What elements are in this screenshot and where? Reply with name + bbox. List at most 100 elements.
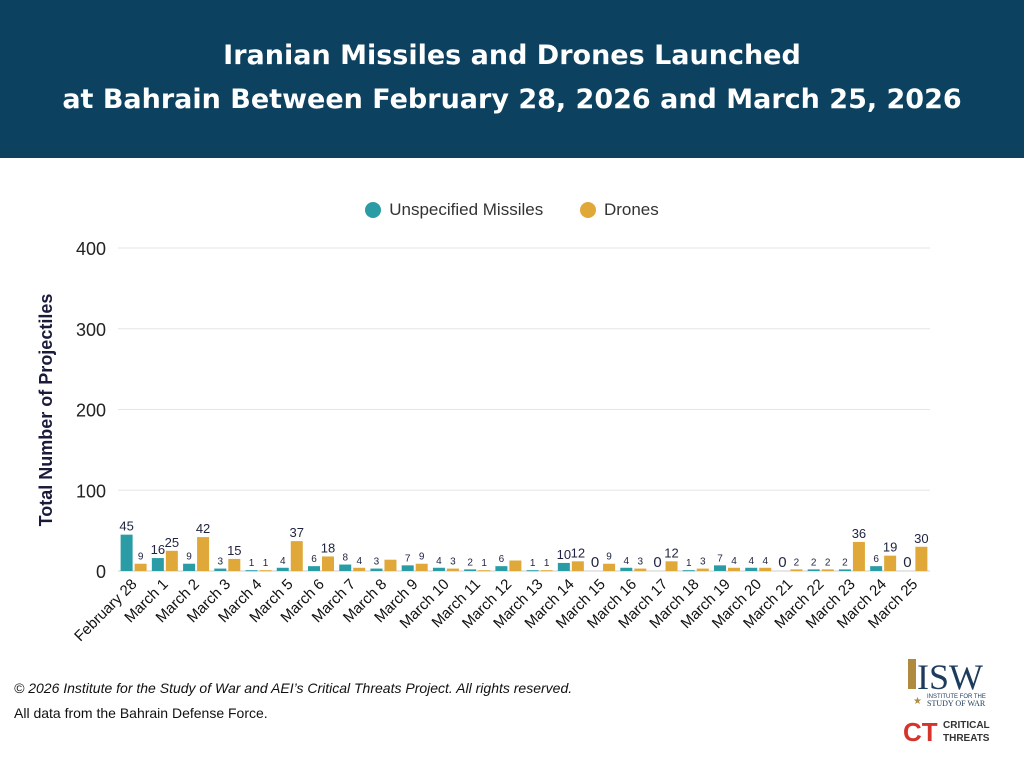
y-tick-label: 300	[76, 320, 106, 340]
data-label: 1	[530, 558, 536, 569]
data-label: 0	[653, 554, 661, 571]
y-tick-label: 0	[96, 562, 106, 582]
drone-bar	[571, 561, 584, 571]
data-label: 15	[227, 543, 241, 558]
data-label: 6	[873, 554, 879, 565]
svg-text:STUDY OF WAR: STUDY OF WAR	[927, 699, 986, 708]
data-label: 4	[762, 556, 768, 567]
data-label: 6	[499, 554, 505, 565]
data-label: 0	[778, 554, 786, 571]
drone-bar	[540, 570, 553, 572]
data-label: 9	[419, 552, 425, 563]
missile-bar	[245, 570, 258, 572]
data-label: 3	[638, 557, 644, 568]
source-text: All data from the Bahrain Defense Force.	[14, 705, 268, 721]
missile-bar	[557, 562, 570, 571]
data-label: 7	[405, 553, 411, 564]
drone-bar	[634, 568, 647, 571]
chart-title-line1: Iranian Missiles and Drones Launched	[223, 40, 801, 71]
missile-bar	[214, 568, 227, 571]
drone-bar	[603, 563, 616, 571]
drone-bar	[790, 569, 803, 571]
data-label: 0	[903, 554, 911, 571]
data-label: 6	[311, 554, 317, 565]
data-label: 3	[374, 557, 380, 568]
data-label: 7	[717, 553, 723, 564]
drone-bar	[415, 563, 428, 571]
data-label: 4	[748, 556, 754, 567]
data-label: 1	[249, 558, 255, 569]
drone-bar	[884, 555, 897, 571]
drone-bar	[134, 563, 147, 571]
drone-bar	[446, 568, 459, 571]
missile-bar	[308, 566, 320, 571]
svg-text:CT: CT	[903, 717, 938, 746]
data-label: 3	[218, 557, 224, 568]
legend-item-missiles: Unspecified Missiles	[365, 200, 543, 220]
data-label: 4	[280, 556, 286, 567]
drone-bar	[509, 560, 522, 571]
svg-text:CRITICAL: CRITICAL	[943, 720, 990, 731]
data-label: 30	[914, 531, 928, 546]
y-tick-label: 100	[76, 481, 106, 501]
missile-bar	[120, 534, 133, 571]
missile-bar	[401, 565, 414, 571]
copyright-text: © 2026 Institute for the Study of War an…	[14, 680, 573, 696]
missile-bar	[745, 567, 758, 571]
drone-bar	[322, 556, 334, 571]
data-label: 45	[119, 519, 133, 534]
data-label: 12	[571, 545, 585, 560]
missile-bar	[620, 567, 633, 571]
data-label: 1	[263, 558, 269, 569]
y-axis-label: Total Number of Projectiles	[36, 294, 56, 527]
data-label: 42	[196, 521, 210, 536]
missile-bar	[151, 558, 164, 571]
y-tick-label: 200	[76, 401, 106, 421]
drone-bar	[290, 541, 303, 571]
data-label: 4	[356, 556, 362, 567]
chart-title-line2: at Bahrain Between February 28, 2026 and…	[62, 84, 962, 115]
missile-bar	[370, 568, 383, 571]
drone-bar	[759, 567, 772, 571]
drone-bar	[915, 546, 928, 571]
svg-text:★: ★	[913, 696, 922, 707]
data-label: 18	[321, 540, 335, 555]
drone-bar	[384, 559, 397, 571]
svg-text:ISW: ISW	[917, 657, 983, 697]
svg-text:THREATS: THREATS	[943, 733, 990, 744]
legend-swatch-missiles	[365, 202, 382, 218]
data-label: 2	[842, 557, 848, 568]
svg-text:INSTITUTE FOR THE: INSTITUTE FOR THE	[927, 694, 986, 700]
drone-bar	[728, 567, 740, 571]
missile-bar	[495, 566, 508, 571]
missile-bar	[682, 570, 695, 572]
data-label: 8	[342, 553, 348, 564]
data-label: 2	[794, 557, 800, 568]
data-label: 1	[686, 558, 692, 569]
drone-bar	[259, 570, 272, 572]
data-label: 4	[731, 556, 737, 567]
drone-bar	[852, 541, 865, 571]
legend-label: Unspecified Missiles	[389, 200, 544, 219]
missile-bar	[807, 569, 820, 571]
isw-logo: ISW ★ INSTITUTE FOR THE STUDY OF WAR	[908, 657, 986, 708]
data-label: 9	[186, 552, 192, 563]
data-label: 4	[436, 556, 442, 567]
missile-bar	[870, 566, 883, 571]
missile-bar	[276, 567, 289, 571]
legend-item-drones: Drones	[579, 200, 659, 220]
drone-bar	[353, 567, 366, 571]
drone-bar	[696, 568, 709, 571]
data-label: 3	[450, 557, 456, 568]
drone-bar	[478, 570, 491, 572]
drone-bar	[228, 558, 241, 571]
legend-label: Drones	[603, 200, 659, 219]
data-label: 4	[624, 556, 630, 567]
title-banner: Iranian Missiles and Drones Launched at …	[0, 0, 1024, 158]
data-label: 2	[467, 557, 473, 568]
drone-bar	[197, 537, 210, 571]
drone-bar	[821, 569, 834, 571]
drone-bar	[665, 561, 678, 571]
missile-bar	[838, 569, 851, 571]
